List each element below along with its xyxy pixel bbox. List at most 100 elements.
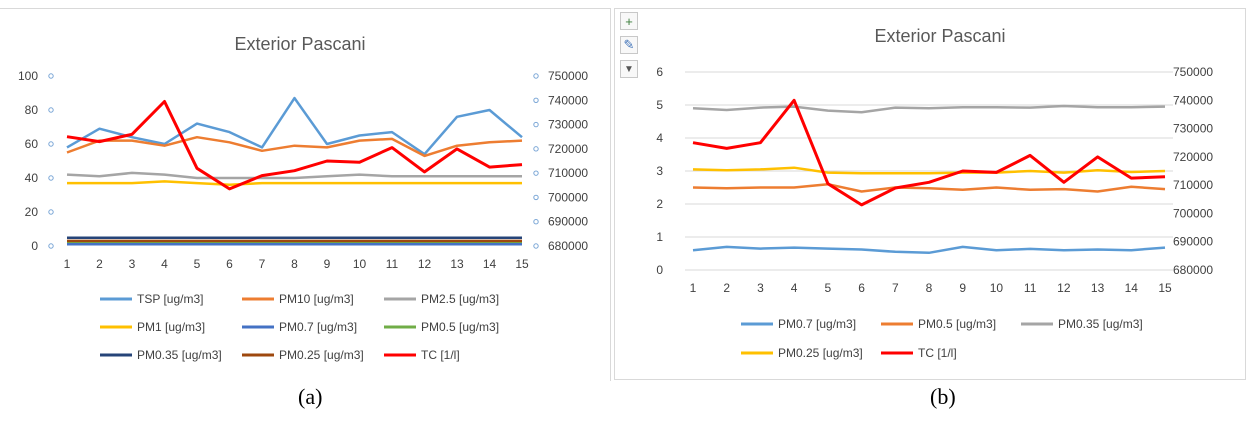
chart-b-y-tick-label: 3 <box>656 164 663 178</box>
filter-icon[interactable]: ▼ <box>620 60 638 78</box>
chart-a-x-tick-label: 10 <box>353 257 367 271</box>
chart-a-x-tick-label: 6 <box>226 257 233 271</box>
chart-a-legend-label: TC [1/l] <box>421 348 460 362</box>
chart-a-legend-label: PM1 [ug/m3] <box>137 320 205 334</box>
chart-a-axis-handle <box>48 243 54 249</box>
chart-a-axis-handle <box>48 141 54 147</box>
chart-a-y-tick-label: 100 <box>18 69 38 83</box>
chart-a-axis-handle <box>533 73 539 79</box>
chart-b-x-tick-label: 9 <box>959 281 966 295</box>
chart-b-series-line-4 <box>692 98 1166 207</box>
chart-b-y-tick-label: 6 <box>656 65 663 79</box>
chart-a-y2-tick-label: 750000 <box>548 69 588 83</box>
chart-a-legend-label: PM0.25 [ug/m3] <box>279 348 364 362</box>
chart-a-axis-handle <box>533 170 539 176</box>
chart-panel-a[interactable]: Exterior Pascani 0 20 40 60 80 100 680000 690000… <box>0 8 611 381</box>
chart-a-legend-label: PM0.7 [ug/m3] <box>279 320 357 334</box>
chart-a-series-line-0 <box>66 96 523 156</box>
chart-a-series-line-8 <box>66 100 523 191</box>
chart-b-legend-label: PM0.25 [ug/m3] <box>778 346 863 360</box>
chart-b-legend-label: PM0.7 [ug/m3] <box>778 317 856 331</box>
chart-tools: + ✎ ▼ <box>620 12 642 84</box>
chart-b-y-tick-label: 2 <box>656 197 663 211</box>
chart-b-x-tick-label: 10 <box>990 281 1004 295</box>
chart-a-x-tick-label: 12 <box>418 257 432 271</box>
chart-a-y-tick-label: 60 <box>25 137 39 151</box>
chart-b-y-tick-label: 5 <box>656 98 663 112</box>
chart-a-y2-tick-label: 680000 <box>548 239 588 253</box>
chart-b-series-line-0 <box>692 245 1166 255</box>
plus-icon[interactable]: + <box>620 12 638 30</box>
chart-a-legend-label: PM2.5 [ug/m3] <box>421 292 499 306</box>
chart-b-y2-tick-label: 680000 <box>1173 263 1213 277</box>
chart-a-x-tick-label: 7 <box>259 257 266 271</box>
chart-a-y2-tick-label: 720000 <box>548 142 588 156</box>
chart-b-x-tick-label: 12 <box>1057 281 1071 295</box>
chart-b-x-tick-label: 5 <box>825 281 832 295</box>
chart-a-x-tick-label: 2 <box>96 257 103 271</box>
chart-b-y-tick-label: 0 <box>656 263 663 277</box>
chart-a-axis-handle <box>533 243 539 249</box>
chart-a-axis-handle <box>48 73 54 79</box>
chart-a-axis-handle <box>48 107 54 113</box>
chart-b-y2-tick-label: 690000 <box>1173 235 1213 249</box>
chart-b-series-line-2 <box>692 104 1166 114</box>
chart-a-y-tick-label: 0 <box>31 239 38 253</box>
chart-panel-b[interactable]: Exterior Pascani 0 1 2 3 4 5 6 680000 690000 70000… <box>614 8 1246 380</box>
chart-a-series-line-3 <box>67 180 522 187</box>
chart-a-axis-handle <box>533 97 539 103</box>
chart-a-title: Exterior Pascani <box>234 34 365 54</box>
brush-icon[interactable]: ✎ <box>620 36 638 54</box>
chart-b-series-line-3 <box>692 166 1166 175</box>
caption-a: (a) <box>298 384 323 409</box>
chart-a-y2-tick-label: 730000 <box>548 118 588 132</box>
chart-b-y2-tick-label: 710000 <box>1173 178 1213 192</box>
chart-a-axis-handle <box>48 209 54 215</box>
chart-b-x-tick-label: 1 <box>690 281 697 295</box>
chart-b-series-line-1 <box>692 182 1166 193</box>
chart-b-y-tick-label: 1 <box>656 230 663 244</box>
chart-b-x-tick-label: 4 <box>791 281 798 295</box>
chart-a-legend-label: PM0.5 [ug/m3] <box>421 320 499 334</box>
chart-a-series-line-2 <box>66 171 522 180</box>
chart-b-x-tick-label: 13 <box>1091 281 1105 295</box>
chart-b-legend-label: TC [1/l] <box>918 346 957 360</box>
chart-a-axis-handle <box>533 219 539 225</box>
chart-a-y-tick-label: 40 <box>25 171 39 185</box>
chart-b-x-tick-label: 11 <box>1024 281 1037 295</box>
chart-b-y2-tick-label: 700000 <box>1173 206 1213 220</box>
chart-b-x-tick-label: 2 <box>723 281 730 295</box>
chart-a-y-tick-label: 80 <box>25 103 39 117</box>
chart-a-x-tick-label: 5 <box>194 257 201 271</box>
chart-b-y2-tick-label: 730000 <box>1173 122 1213 136</box>
chart-b-y2-tick-label: 740000 <box>1173 93 1213 107</box>
chart-a-axis-handle <box>533 146 539 152</box>
chart-a-x-tick-label: 9 <box>324 257 331 271</box>
chart-a-y2-tick-label: 700000 <box>548 190 588 204</box>
chart-b-x-tick-label: 14 <box>1125 281 1139 295</box>
chart-a-x-tick-label: 15 <box>515 257 529 271</box>
chart-a-svg: Exterior Pascani 0 20 40 60 80 100 680000 690000… <box>18 34 588 362</box>
chart-a-x-tick-label: 8 <box>291 257 298 271</box>
chart-b-title: Exterior Pascani <box>874 26 1005 46</box>
chart-a-legend-label: TSP [ug/m3] <box>137 292 203 306</box>
chart-a-x-tick-label: 14 <box>483 257 497 271</box>
chart-b-y2-tick-label: 750000 <box>1173 65 1213 79</box>
chart-a-y2-tick-label: 740000 <box>548 93 588 107</box>
chart-b-x-tick-label: 6 <box>858 281 865 295</box>
caption-b: (b) <box>930 384 956 409</box>
chart-a-x-tick-label: 3 <box>129 257 136 271</box>
chart-a-x-tick-label: 11 <box>386 257 399 271</box>
chart-a-legend-label: PM10 [ug/m3] <box>279 292 354 306</box>
chart-a-y2-tick-label: 690000 <box>548 215 588 229</box>
chart-a-x-tick-label: 1 <box>64 257 71 271</box>
chart-a-axis-handle <box>533 194 539 201</box>
chart-b-x-tick-label: 3 <box>757 281 764 295</box>
chart-a-y-tick-label: 20 <box>25 205 39 219</box>
chart-b-y-tick-label: 4 <box>656 131 663 145</box>
chart-a-x-tick-label: 13 <box>450 257 464 271</box>
chart-a-x-tick-label: 4 <box>161 257 168 271</box>
chart-b-y2-tick-label: 720000 <box>1173 150 1213 164</box>
chart-a-axis-handle <box>533 121 539 128</box>
chart-b-x-tick-label: 7 <box>892 281 899 295</box>
